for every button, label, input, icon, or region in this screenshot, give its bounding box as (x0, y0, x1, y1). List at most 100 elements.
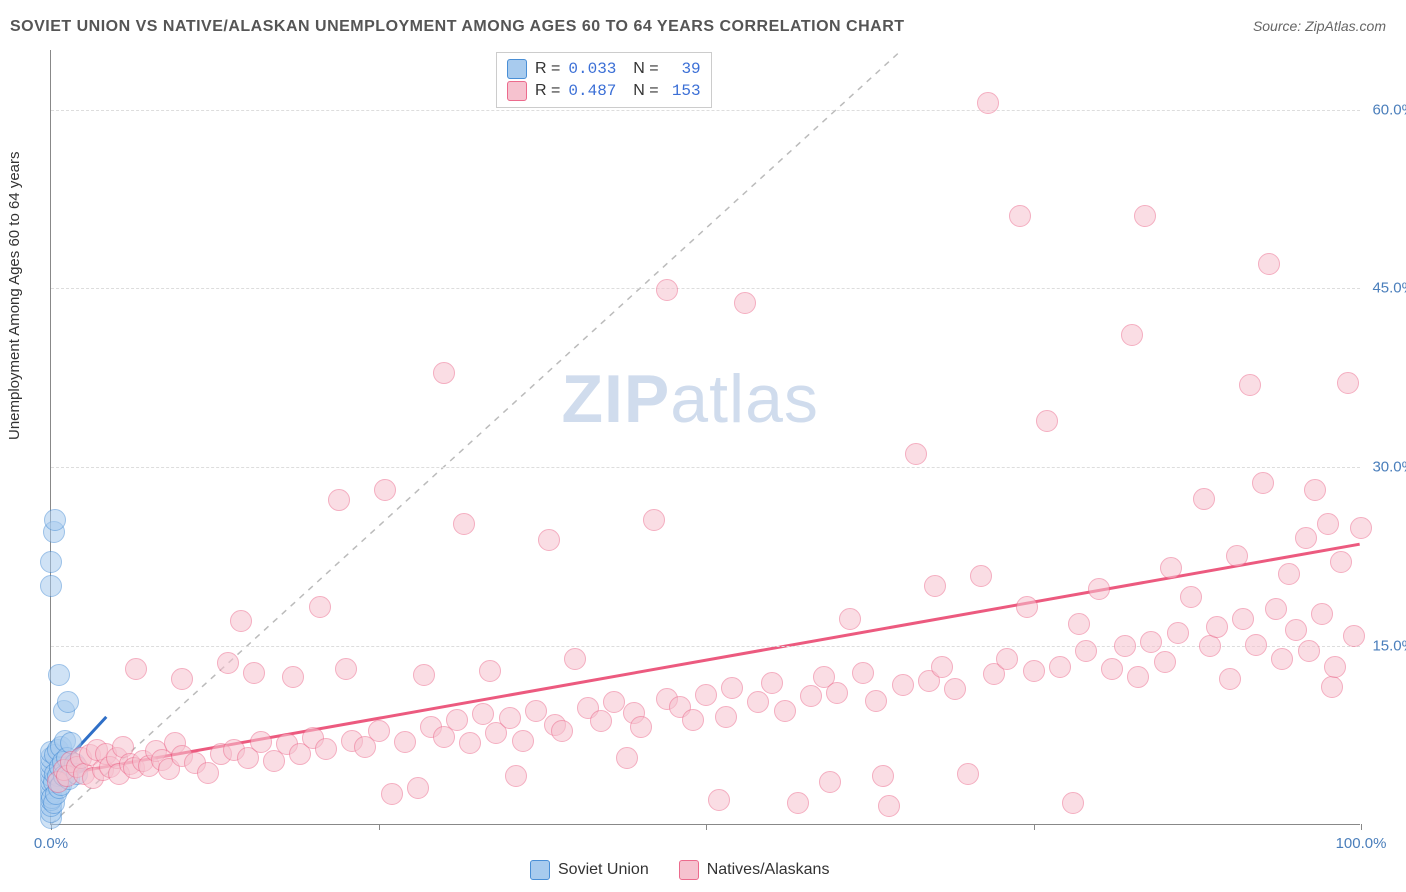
legend-series-item: Natives/Alaskans (679, 860, 830, 880)
data-point (1219, 668, 1241, 690)
data-point (905, 443, 927, 465)
data-point (1317, 513, 1339, 535)
data-point (44, 509, 66, 531)
data-point (40, 575, 62, 597)
data-point (413, 664, 435, 686)
x-tick (1034, 824, 1035, 830)
data-point (1023, 660, 1045, 682)
data-point (1278, 563, 1300, 585)
data-point (892, 674, 914, 696)
data-point (1088, 578, 1110, 600)
data-point (197, 762, 219, 784)
data-point (826, 682, 848, 704)
data-point (48, 664, 70, 686)
data-point (171, 668, 193, 690)
data-point (335, 658, 357, 680)
data-point (459, 732, 481, 754)
chart-title: SOVIET UNION VS NATIVE/ALASKAN UNEMPLOYM… (10, 18, 905, 36)
data-point (1134, 205, 1156, 227)
source-attribution: Source: ZipAtlas.com (1253, 18, 1386, 34)
data-point (708, 789, 730, 811)
data-point (656, 279, 678, 301)
y-tick-label: 30.0% (1372, 459, 1406, 476)
data-point (525, 700, 547, 722)
data-point (1337, 372, 1359, 394)
legend-n-value: 153 (667, 82, 701, 100)
chart-plot-area: ZIPatlas R = 0.033 N = 39R = 0.487 N = 1… (50, 50, 1360, 825)
data-point (852, 662, 874, 684)
data-point (996, 648, 1018, 670)
data-point (1226, 545, 1248, 567)
data-point (603, 691, 625, 713)
data-point (1193, 488, 1215, 510)
y-tick-label: 45.0% (1372, 280, 1406, 297)
chart-svg-layer (51, 50, 1360, 824)
data-point (538, 529, 560, 551)
data-point (250, 731, 272, 753)
data-point (1127, 666, 1149, 688)
x-tick (379, 824, 380, 830)
legend-series-item: Soviet Union (530, 860, 649, 880)
legend-series-label: Natives/Alaskans (707, 861, 830, 879)
data-point (551, 720, 573, 742)
legend-swatch (530, 860, 550, 880)
legend-r-label: R = (535, 60, 560, 78)
data-point (1232, 608, 1254, 630)
data-point (1265, 598, 1287, 620)
data-point (1245, 634, 1267, 656)
data-point (125, 658, 147, 680)
data-point (643, 509, 665, 531)
data-point (1036, 410, 1058, 432)
data-point (800, 685, 822, 707)
data-point (878, 795, 900, 817)
data-point (1075, 640, 1097, 662)
data-point (394, 731, 416, 753)
legend-series-label: Soviet Union (558, 861, 649, 879)
legend-r-value: 0.487 (568, 82, 616, 100)
data-point (407, 777, 429, 799)
x-tick (706, 824, 707, 830)
data-point (865, 690, 887, 712)
data-point (1121, 324, 1143, 346)
data-point (1180, 586, 1202, 608)
data-point (957, 763, 979, 785)
legend-correlation-row: R = 0.487 N = 153 (507, 81, 701, 101)
data-point (57, 691, 79, 713)
data-point (695, 684, 717, 706)
gridline-horizontal (51, 110, 1360, 111)
legend-series: Soviet Union Natives/Alaskans (530, 860, 829, 880)
data-point (715, 706, 737, 728)
data-point (819, 771, 841, 793)
x-tick-label: 0.0% (34, 835, 68, 852)
data-point (315, 738, 337, 760)
data-point (787, 792, 809, 814)
data-point (40, 551, 62, 573)
data-point (374, 479, 396, 501)
data-point (1295, 527, 1317, 549)
legend-r-value: 0.033 (568, 60, 616, 78)
data-point (590, 710, 612, 732)
data-point (282, 666, 304, 688)
data-point (479, 660, 501, 682)
x-tick (1361, 824, 1362, 830)
data-point (977, 92, 999, 114)
data-point (512, 730, 534, 752)
data-point (1016, 596, 1038, 618)
data-point (1311, 603, 1333, 625)
data-point (472, 703, 494, 725)
legend-correlation-row: R = 0.033 N = 39 (507, 59, 701, 79)
data-point (721, 677, 743, 699)
data-point (1049, 656, 1071, 678)
legend-n-value: 39 (667, 60, 701, 78)
data-point (1298, 640, 1320, 662)
data-point (243, 662, 265, 684)
data-point (1271, 648, 1293, 670)
data-point (1160, 557, 1182, 579)
data-point (328, 489, 350, 511)
legend-n-label: N = (624, 82, 658, 100)
legend-n-label: N = (624, 60, 658, 78)
data-point (230, 610, 252, 632)
gridline-horizontal (51, 467, 1360, 468)
data-point (1285, 619, 1307, 641)
data-point (368, 720, 390, 742)
